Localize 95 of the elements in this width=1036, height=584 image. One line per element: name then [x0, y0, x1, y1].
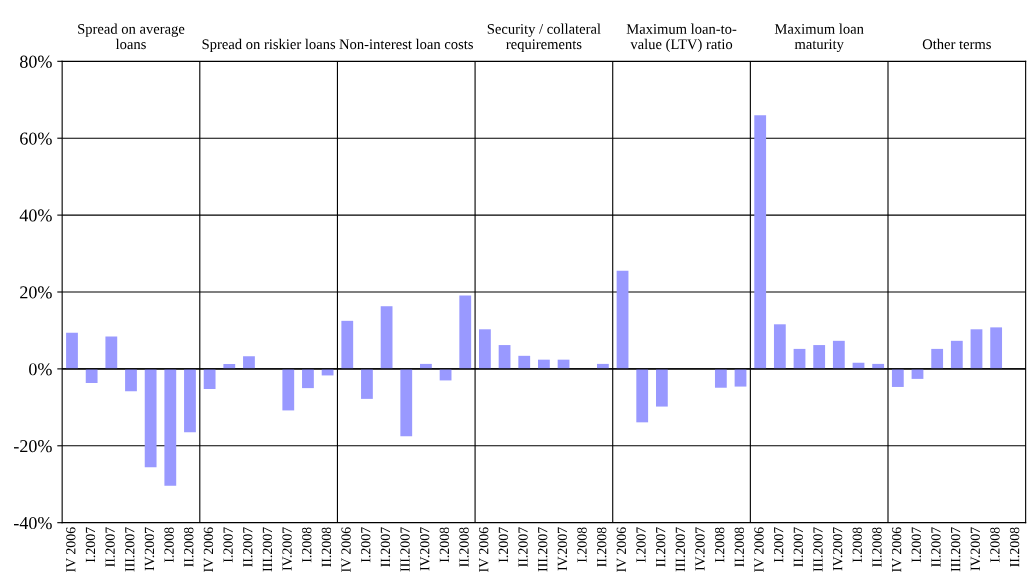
- bar: [243, 356, 255, 369]
- y-tick-label: 20%: [20, 286, 52, 299]
- x-tick-label: II.2007: [380, 527, 391, 567]
- bar: [754, 115, 767, 369]
- x-tick-label: II.2008: [459, 527, 469, 567]
- x-tick-label: IV.2007: [420, 527, 430, 571]
- bar: [400, 368, 413, 437]
- bar: [970, 329, 983, 369]
- bar: [518, 355, 531, 369]
- bar: [990, 327, 1003, 369]
- x-tick-label: I.2007: [361, 527, 371, 563]
- x-tick-label: I.2007: [498, 527, 509, 563]
- x-tick-label: III.2007: [262, 527, 273, 572]
- bar: [498, 345, 511, 369]
- x-tick-label: I.2007: [911, 527, 922, 563]
- x-tick-label: I.2007: [85, 527, 96, 563]
- x-tick-label: II.2008: [1009, 527, 1020, 567]
- x-tick-label: IV 2006: [891, 527, 902, 573]
- x-tick-label: I.2008: [439, 527, 450, 563]
- bar: [144, 368, 157, 468]
- y-tick-label: 60%: [20, 132, 52, 145]
- x-tick-label: IV 2006: [341, 527, 351, 573]
- x-tick-label: I.2008: [990, 527, 1000, 563]
- x-tick-label: I.2007: [636, 527, 646, 563]
- x-tick-label: IV.2007: [557, 527, 568, 571]
- x-tick-label: IV.2007: [832, 527, 843, 571]
- text: Maximum loan maturity: [774, 23, 864, 53]
- x-tick-label: II.2007: [793, 527, 804, 567]
- x-tick-label: I.2007: [773, 527, 784, 563]
- x-tick-label: IV 2006: [616, 527, 627, 573]
- x-tick-label: IV.2007: [970, 527, 981, 571]
- x-tick-label: II.2007: [243, 527, 253, 567]
- x-tick-label: II.2007: [105, 527, 115, 567]
- bar: [341, 320, 354, 369]
- bar: [380, 306, 393, 369]
- bar: [479, 329, 491, 369]
- x-tick-label: IV 2006: [66, 527, 76, 573]
- bar: [773, 324, 786, 369]
- x-tick-label: III.2007: [813, 527, 823, 572]
- x-tick-label: I.2008: [302, 527, 312, 563]
- x-tick-label: II.2008: [184, 527, 194, 567]
- bar: [950, 340, 963, 369]
- text: Spread on average loans: [78, 23, 185, 50]
- bar: [616, 270, 629, 369]
- x-tick-label: II.2008: [321, 527, 332, 567]
- x-tick-label: I.2008: [577, 527, 587, 563]
- bar: [164, 368, 177, 486]
- x-tick-label: II.2007: [655, 527, 666, 567]
- y-tick-label: 0%: [29, 363, 52, 376]
- x-tick-label: I.2008: [164, 527, 174, 563]
- x-tick-label: III.2007: [125, 527, 135, 572]
- text: Security / collateral requirements: [487, 23, 601, 53]
- x-tick-label: II.2007: [931, 527, 941, 567]
- bar: [714, 368, 727, 388]
- bar: [282, 368, 295, 411]
- text: Maximum loan-to- value (LTV) ratio: [626, 23, 737, 53]
- x-tick-label: IV 2006: [754, 527, 764, 573]
- x-tick-label: IV.2007: [695, 527, 705, 571]
- x-tick-label: I.2007: [223, 527, 233, 563]
- x-tick-label: II.2007: [518, 527, 528, 567]
- bar: [655, 368, 668, 407]
- bar: [832, 340, 845, 369]
- x-tick-label: II.2008: [596, 527, 607, 567]
- bar: [361, 368, 373, 399]
- bar: [302, 368, 314, 389]
- x-tick-label: III.2007: [400, 527, 410, 572]
- x-tick-label: IV 2006: [479, 527, 489, 573]
- bar: [125, 368, 137, 392]
- bar: [66, 332, 78, 369]
- x-tick-label: III.2007: [950, 527, 961, 572]
- bar: [184, 368, 196, 433]
- x-tick-label: III.2007: [675, 527, 686, 572]
- y-tick-label: 80%: [20, 55, 52, 68]
- x-tick-label: III.2007: [538, 527, 548, 572]
- text: Other terms: [922, 38, 991, 50]
- bar: [203, 368, 216, 389]
- x-tick-label: IV 2006: [203, 527, 214, 573]
- bar: [85, 368, 98, 384]
- bar: [459, 295, 472, 369]
- y-tick-label: -40%: [14, 516, 52, 530]
- x-tick-label: IV.2007: [282, 527, 292, 571]
- y-tick-label: -20%: [14, 440, 52, 453]
- x-tick-label: II.2008: [872, 527, 882, 567]
- bar: [105, 336, 118, 369]
- x-tick-label: IV.2007: [144, 527, 155, 571]
- bar: [891, 368, 904, 387]
- text: Non-interest loan costs: [339, 38, 473, 50]
- bar: [931, 348, 944, 369]
- x-tick-label: I.2008: [714, 527, 725, 563]
- x-tick-label: II.2008: [734, 527, 745, 567]
- bar: [813, 345, 826, 369]
- y-tick-label: 40%: [19, 209, 52, 222]
- bar: [636, 368, 649, 423]
- x-tick-label: I.2008: [852, 527, 863, 563]
- text: Spread on riskier loans: [202, 38, 336, 53]
